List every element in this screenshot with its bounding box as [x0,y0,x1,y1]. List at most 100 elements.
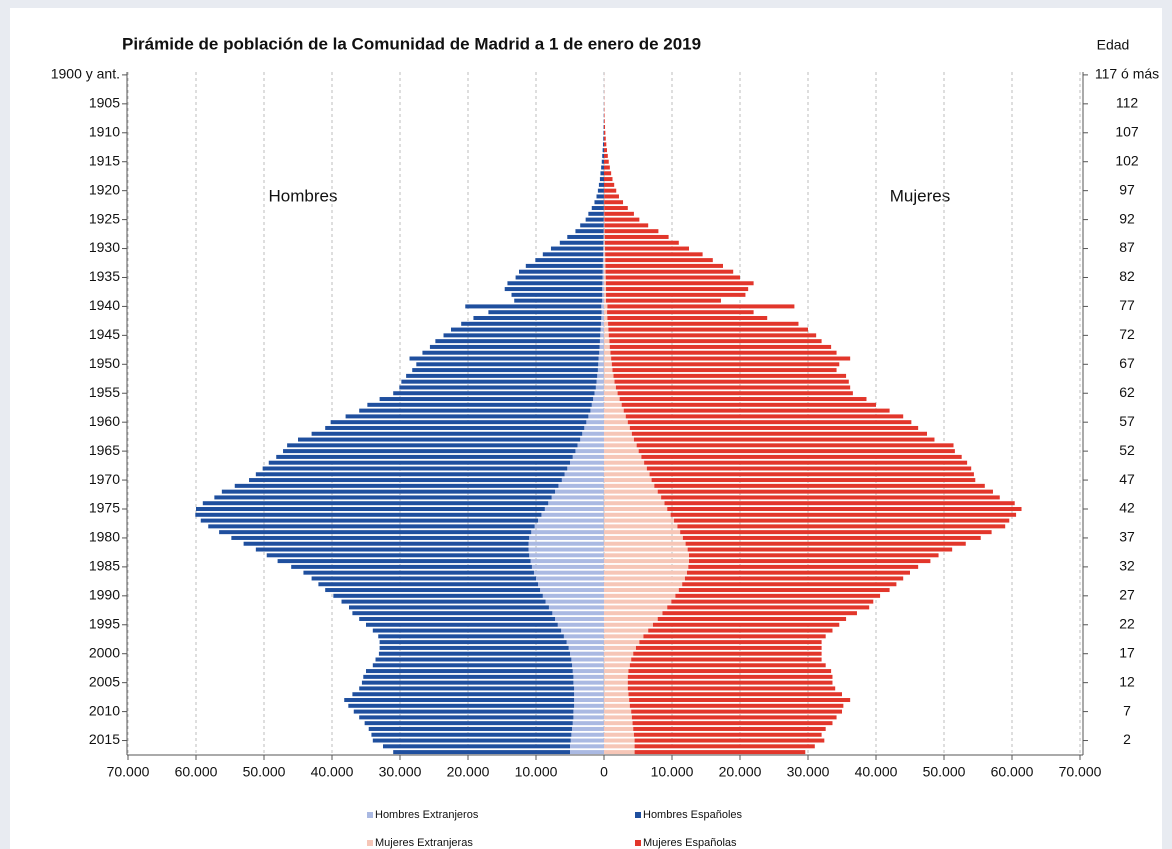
y2-tick-label: 2 [1123,731,1131,747]
bar [255,547,529,552]
bar [345,414,589,419]
bar [570,651,604,656]
bar [612,368,837,373]
bar [219,530,532,535]
bar [542,252,604,257]
bar [643,634,826,639]
bar [525,263,603,268]
bar [601,159,604,164]
bar [604,460,645,465]
bar [435,339,600,344]
bar [276,454,573,459]
y2-tick-label: 57 [1119,413,1135,429]
y-tick-label: 2005 [89,673,120,689]
bar [621,402,876,407]
y-tick-label: 2000 [89,644,120,660]
bar [603,240,604,245]
bar [657,616,847,621]
bar [639,640,822,645]
x-tick-label: 40.000 [855,764,898,780]
bar [601,315,604,320]
bar [375,657,572,662]
bar [604,553,689,558]
bar [597,368,604,373]
bar [604,466,647,471]
bar [604,692,629,697]
bar [605,269,734,274]
bar [349,605,549,610]
bar [567,466,604,471]
x-tick-label: 10.000 [651,764,694,780]
legend-swatch [367,812,373,818]
bar [540,588,604,593]
y-tick-label: 1900 y ant. [51,66,120,82]
bar [412,368,598,373]
bar [255,472,565,477]
bar [531,530,604,535]
bar [604,535,683,540]
bar [604,240,605,245]
bar [507,281,603,286]
bar [353,709,574,714]
bar [344,698,575,703]
y-tick-label: 1960 [89,413,120,429]
bar [594,200,604,205]
bar [604,425,630,430]
bar [572,726,604,731]
bar [604,732,634,737]
bar [548,501,604,506]
bar [631,709,842,714]
y2-tick-label: 97 [1119,181,1135,197]
bar [674,518,1010,523]
bar [604,414,626,419]
bar [555,616,604,621]
bar [574,703,604,708]
bar [604,182,615,187]
bar [602,275,604,280]
bar [231,535,530,540]
bar [555,489,604,494]
bar [366,669,573,674]
bar [667,507,1022,512]
bar [682,582,897,587]
bar [359,686,575,691]
bar [561,478,604,483]
bar [401,379,597,384]
x-tick-label: 0 [600,764,608,780]
bar [603,246,604,251]
x-tick-label: 40.000 [311,764,354,780]
bar [619,397,867,402]
y2-tick-label: 92 [1119,210,1135,226]
bar [568,645,604,650]
bar [202,501,549,506]
bar [243,541,529,546]
y2-tick-label: 102 [1115,152,1139,168]
y2-tick-label: 67 [1119,355,1135,371]
bar [595,385,604,390]
bar [406,373,598,378]
bar [544,507,604,512]
bar [610,350,837,355]
y2-tick-label: 27 [1119,587,1135,603]
bar [604,495,662,500]
y-tick-label: 1925 [89,210,120,226]
bar [689,559,931,564]
bar [604,263,606,268]
bar [361,680,574,685]
bar [671,599,874,604]
bar [422,350,600,355]
bar [330,420,587,425]
bar [602,281,604,286]
bar [604,512,671,517]
bar [604,721,633,726]
bar [601,304,604,309]
bar [604,234,669,239]
bar [591,206,604,211]
bar [572,663,604,668]
bar [604,593,676,598]
bar [590,408,604,413]
bar [604,524,678,529]
bar [627,686,836,691]
bar [604,159,609,164]
bar [519,269,603,274]
